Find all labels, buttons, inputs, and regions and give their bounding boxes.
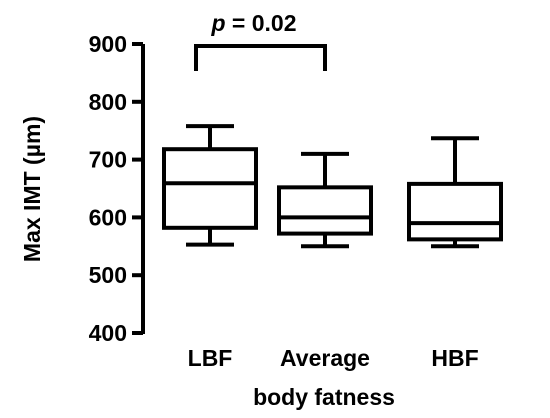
box-iqr (162, 147, 258, 230)
significance-annotation: p = 0.02 (210, 10, 296, 36)
y-tick-label: 800 (89, 89, 127, 115)
box-hbf (407, 136, 503, 249)
y-ticks: 400 500 600 700 800 900 (89, 31, 143, 346)
p-value-text: = 0.02 (226, 10, 297, 36)
y-tick-label: 500 (89, 262, 127, 288)
y-tick-label: 600 (89, 204, 127, 230)
y-tick-label: 400 (89, 320, 127, 346)
box-iqr (277, 185, 373, 236)
y-axis-title: Max IMT (µm) (19, 116, 45, 262)
y-tick-label: 700 (89, 147, 127, 173)
x-tick-label: Average (280, 345, 370, 371)
box-lbf (162, 124, 258, 247)
box-average (277, 151, 373, 249)
significance-bracket: p = 0.02 (194, 10, 327, 71)
x-tick-label: HBF (431, 345, 478, 371)
x-axis-title: body fatness (253, 384, 395, 410)
box-iqr (407, 181, 503, 242)
boxes (162, 124, 503, 249)
x-tick-label: LBF (188, 345, 233, 371)
p-symbol: p (210, 10, 225, 36)
significance-bracket-line (194, 44, 327, 71)
y-tick-label: 900 (89, 31, 127, 57)
x-ticks: LBF Average HBF (188, 345, 479, 371)
